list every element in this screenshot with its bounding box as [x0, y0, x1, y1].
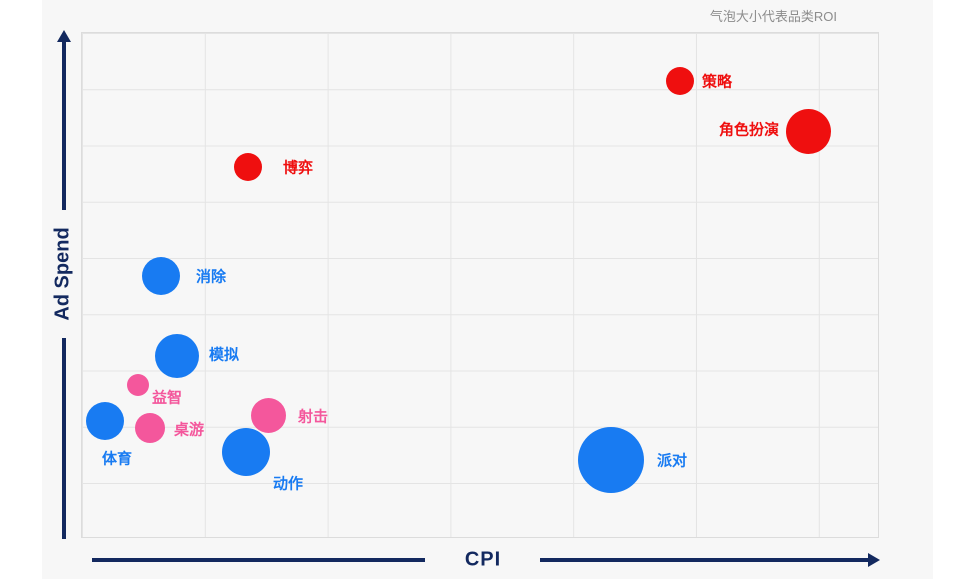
y-axis-arrow-icon — [56, 30, 71, 42]
bubble-label-match3: 消除 — [196, 268, 227, 286]
y-axis-line-upper — [61, 40, 66, 210]
bubble-label-rpg: 角色扮演 — [718, 121, 779, 139]
bubble-label-strategy: 策略 — [702, 73, 733, 91]
bubble-label-boyi: 博弈 — [283, 159, 314, 177]
bubble-strategy[interactable] — [666, 67, 694, 95]
plot-area — [81, 32, 879, 538]
bubble-simulation[interactable] — [155, 334, 199, 378]
bubble-label-simulation: 模拟 — [209, 346, 240, 364]
x-axis-line-right — [540, 558, 868, 562]
bubble-label-boardgame: 桌游 — [174, 421, 205, 439]
bubble-label-action: 动作 — [273, 475, 304, 493]
bubble-boyi[interactable] — [234, 153, 262, 181]
bubble-boardgame[interactable] — [135, 413, 165, 443]
bubble-party[interactable] — [578, 427, 644, 493]
y-axis-line-lower — [61, 338, 66, 539]
bubble-label-sports: 体育 — [102, 450, 133, 468]
bubble-shooter[interactable] — [250, 397, 286, 433]
bubble-size-note: 气泡大小代表品类ROI — [709, 9, 837, 24]
y-axis-label: Ad Spend — [51, 227, 74, 321]
bubble-label-party: 派对 — [657, 452, 688, 470]
bubble-label-shooter: 射击 — [298, 408, 329, 426]
bubble-action[interactable] — [222, 428, 270, 476]
x-axis-line-left — [92, 558, 425, 562]
x-axis-label: CPI — [464, 548, 502, 571]
bubble-puzzle[interactable] — [127, 374, 149, 396]
bubble-label-puzzle: 益智 — [152, 389, 183, 407]
bubble-rpg[interactable] — [785, 108, 831, 154]
bubble-sports[interactable] — [86, 402, 124, 440]
x-axis-arrow-icon — [868, 553, 880, 567]
bubble-match3[interactable] — [142, 257, 180, 295]
